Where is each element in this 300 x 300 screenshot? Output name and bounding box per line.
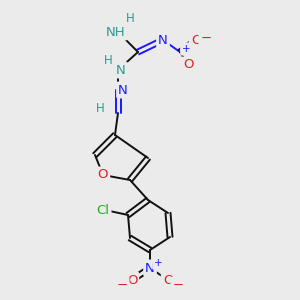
Text: Cl: Cl — [97, 203, 110, 217]
Text: −: − — [116, 278, 128, 292]
Text: N: N — [116, 64, 126, 76]
Text: −: − — [172, 278, 184, 292]
Text: O: O — [163, 274, 173, 286]
Text: H: H — [96, 101, 104, 115]
Text: H: H — [103, 53, 112, 67]
Text: +: + — [154, 258, 162, 268]
Text: O: O — [127, 274, 137, 286]
Text: NH: NH — [106, 26, 126, 38]
Text: N: N — [158, 34, 168, 46]
Text: N: N — [145, 262, 155, 275]
Text: O: O — [98, 169, 108, 182]
Text: −: − — [200, 32, 211, 44]
Text: O: O — [183, 58, 193, 71]
Text: N: N — [118, 83, 128, 97]
Text: +: + — [182, 44, 190, 54]
Text: O: O — [191, 34, 201, 46]
Text: H: H — [126, 11, 134, 25]
